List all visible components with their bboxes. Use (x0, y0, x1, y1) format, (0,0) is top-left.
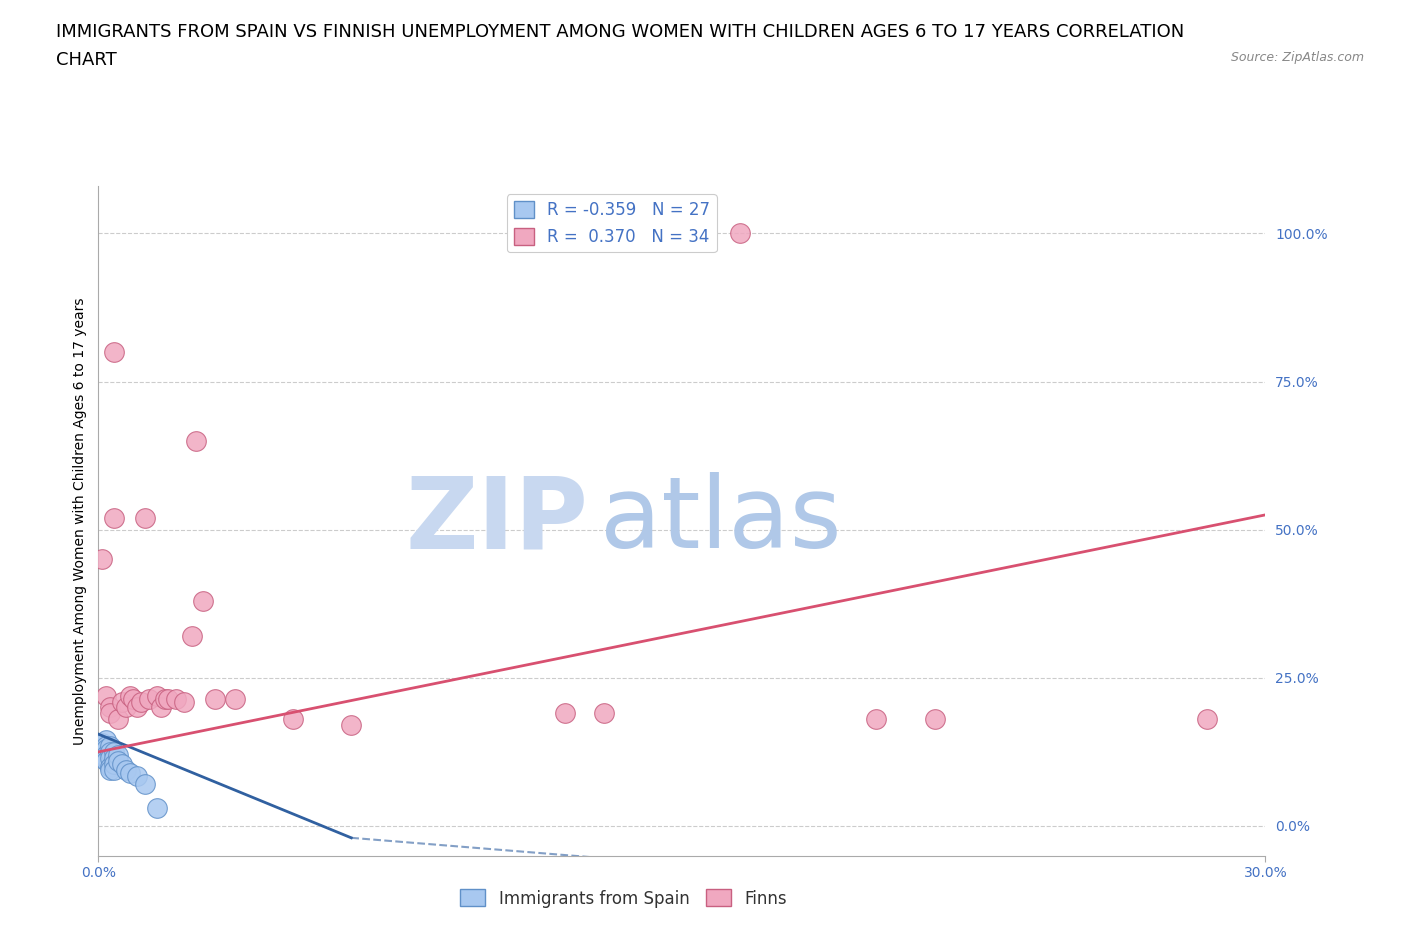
Point (149, 700, 172, 715)
Point (91, 751, 114, 765)
Point (96, 738, 118, 753)
Point (103, 756, 125, 771)
Point (96, 741, 118, 756)
Text: CHART: CHART (56, 51, 117, 69)
Point (165, 691, 187, 706)
Point (98, 759, 121, 774)
Point (103, 763, 125, 777)
Point (96, 748, 118, 763)
Point (103, 751, 125, 765)
Point (107, 753, 129, 768)
Point (96, 688, 118, 703)
Point (98, 700, 121, 715)
Point (118, 765, 141, 780)
Point (91, 748, 114, 763)
Point (924, 711, 946, 726)
Point (730, 226, 752, 241)
Point (103, 511, 125, 525)
Point (134, 511, 156, 525)
Point (103, 344, 125, 359)
Point (184, 433, 207, 448)
Point (153, 691, 176, 706)
Point (98, 738, 121, 753)
Text: ZIP: ZIP (406, 472, 589, 569)
Text: IMMIGRANTS FROM SPAIN VS FINNISH UNEMPLOYMENT AMONG WOMEN WITH CHILDREN AGES 6 T: IMMIGRANTS FROM SPAIN VS FINNISH UNEMPLO… (56, 23, 1184, 41)
Point (114, 763, 136, 777)
Point (98, 706, 121, 721)
Point (107, 748, 129, 763)
Point (103, 744, 125, 759)
Point (134, 777, 156, 792)
Point (129, 694, 152, 709)
Point (111, 756, 134, 771)
Point (122, 691, 145, 706)
Point (98, 763, 121, 777)
Point (91, 736, 114, 751)
Point (224, 691, 246, 706)
Point (91, 551, 114, 566)
Point (96, 733, 118, 748)
Point (340, 718, 363, 733)
Point (98, 751, 121, 765)
Point (180, 629, 202, 644)
Point (118, 688, 141, 703)
Point (91, 741, 114, 756)
Point (865, 711, 887, 726)
Point (593, 706, 616, 721)
Point (127, 768, 149, 783)
Point (204, 691, 226, 706)
Point (96, 751, 118, 765)
Point (281, 711, 304, 726)
Point (157, 691, 180, 706)
Point (96, 753, 118, 768)
Point (111, 694, 134, 709)
Point (173, 694, 195, 709)
Point (138, 691, 160, 706)
Point (98, 744, 121, 759)
Point (1195, 711, 1218, 726)
Text: Source: ZipAtlas.com: Source: ZipAtlas.com (1230, 51, 1364, 64)
Point (193, 593, 215, 608)
Legend: Immigrants from Spain, Finns: Immigrants from Spain, Finns (454, 883, 793, 914)
Point (146, 801, 169, 816)
Point (114, 700, 136, 715)
Y-axis label: Unemployment Among Women with Children Ages 6 to 17 years: Unemployment Among Women with Children A… (73, 297, 87, 745)
Point (146, 688, 169, 703)
Point (107, 711, 129, 726)
Point (127, 700, 149, 715)
Text: atlas: atlas (600, 472, 842, 569)
Point (554, 706, 576, 721)
